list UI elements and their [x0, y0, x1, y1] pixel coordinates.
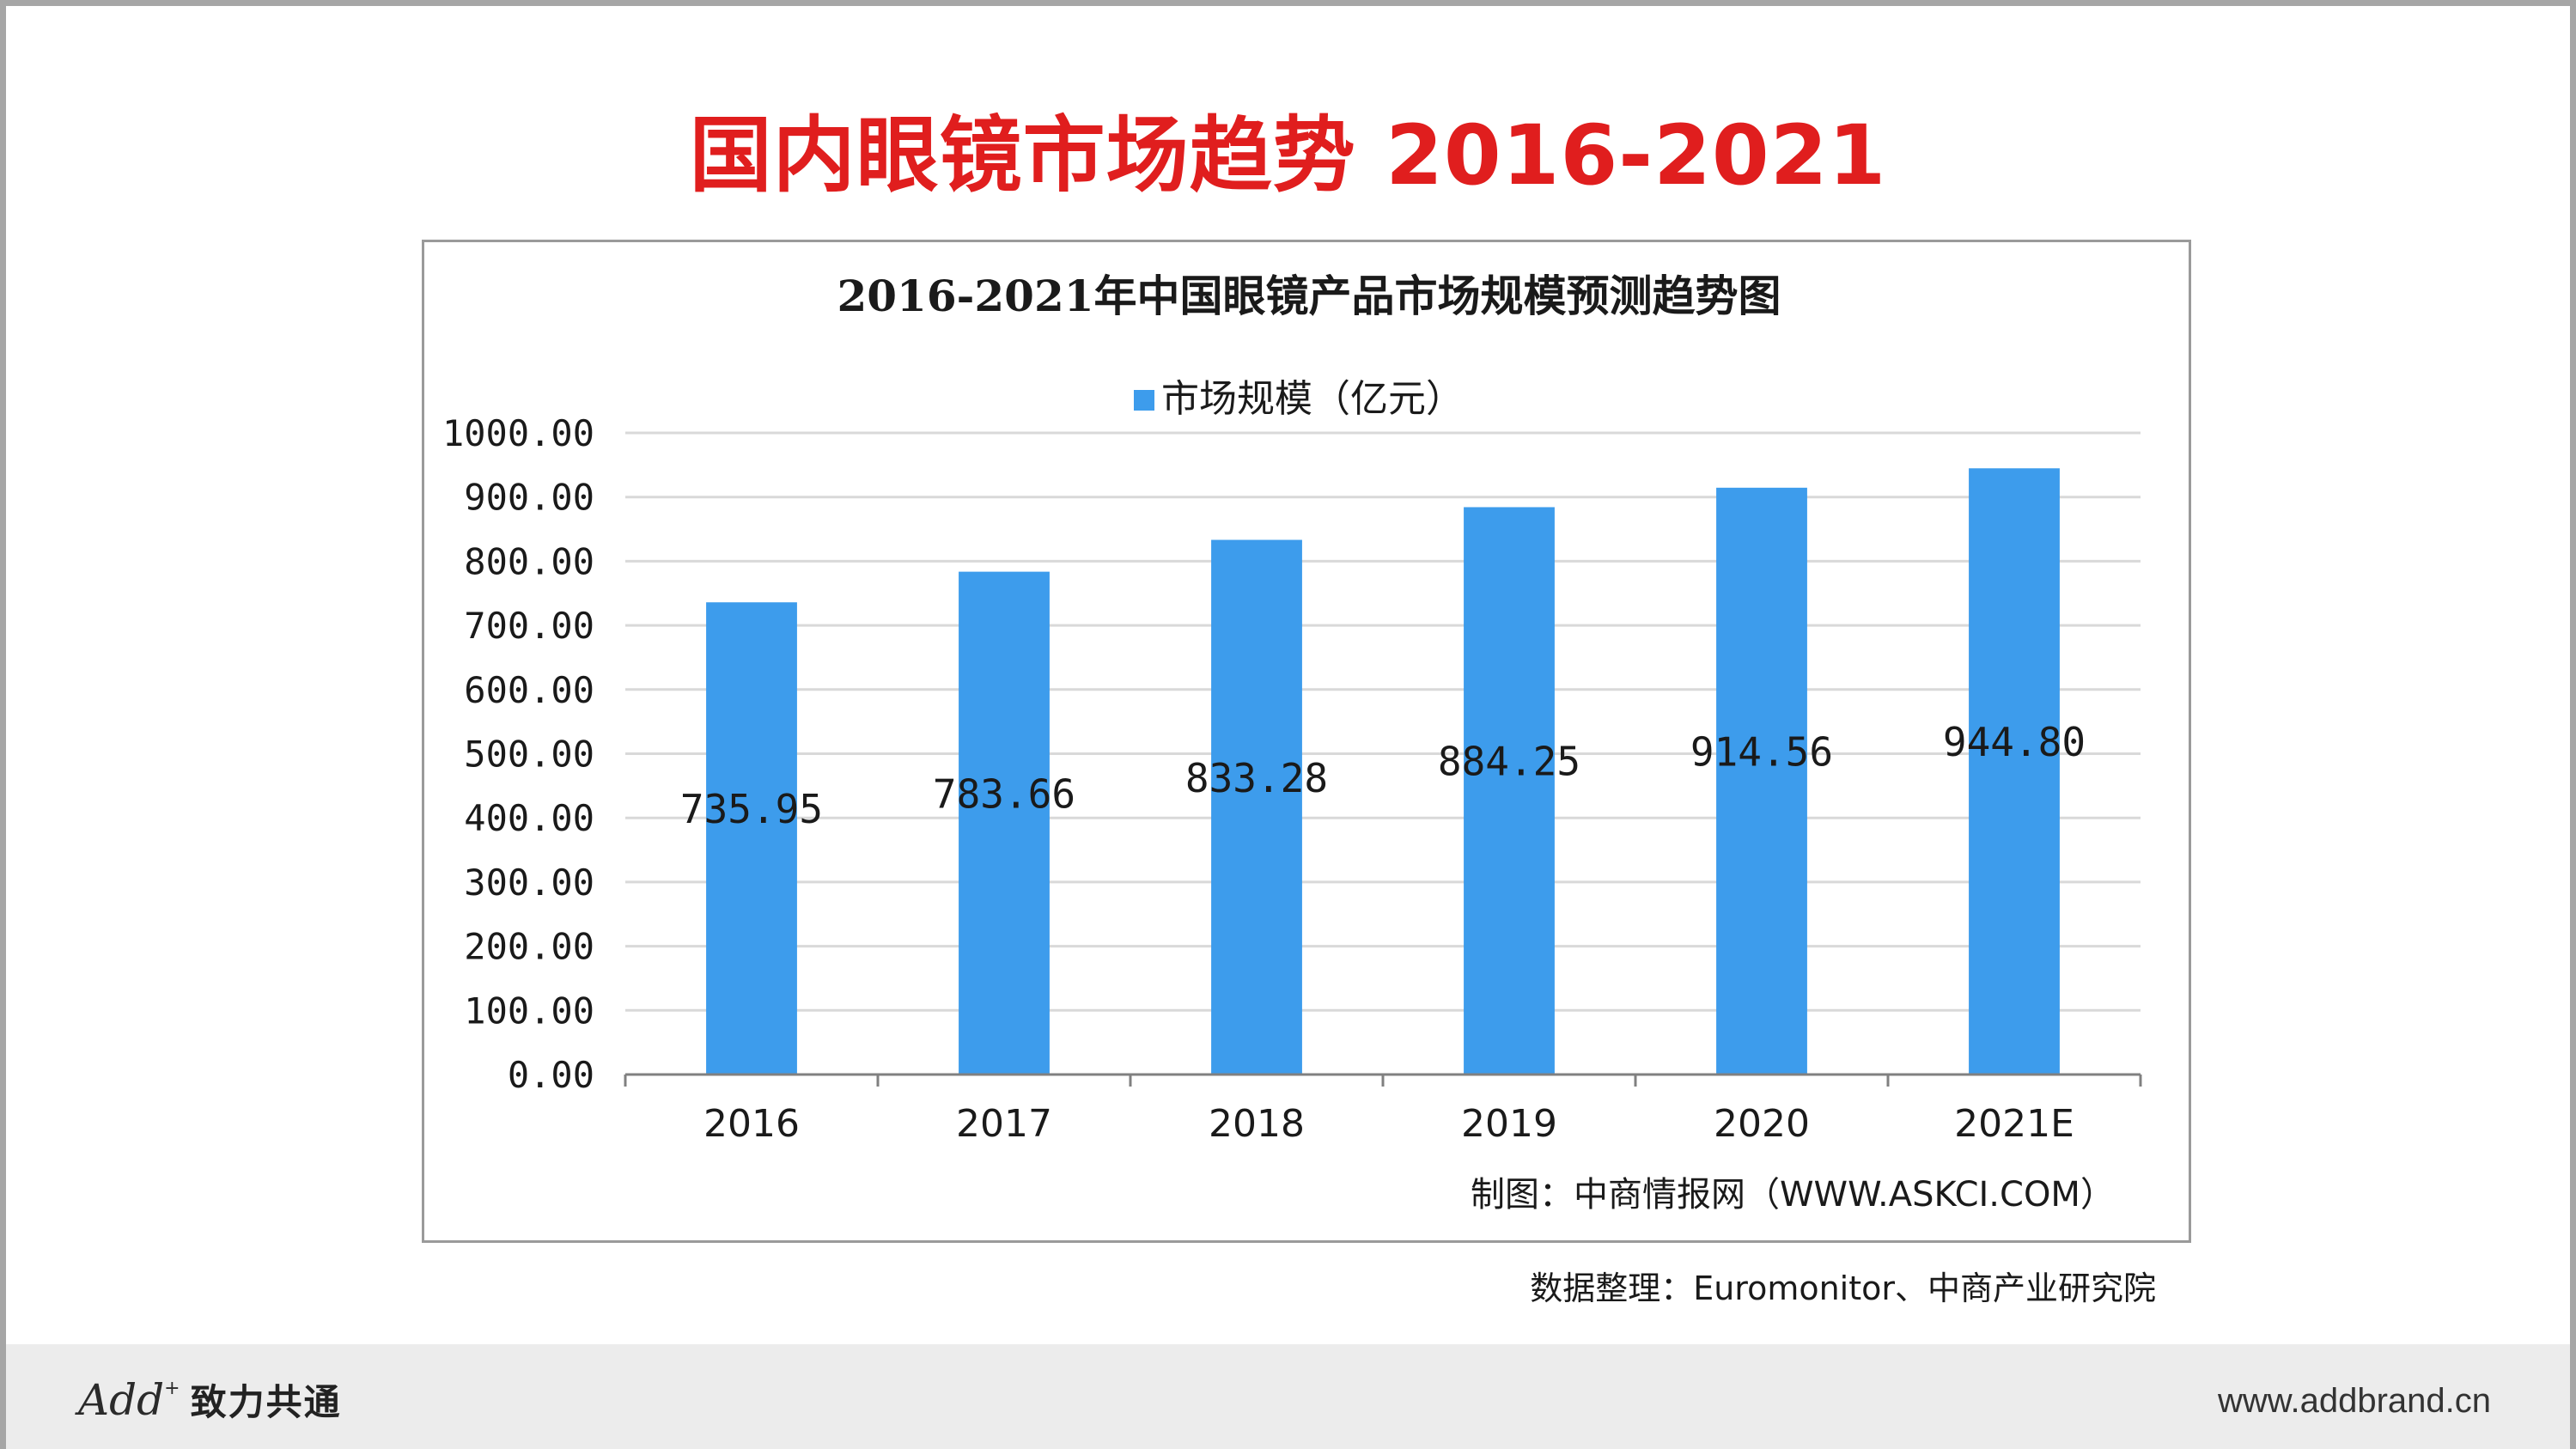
legend-swatch	[1134, 390, 1154, 411]
chart-legend: 市场规模（亿元）	[1134, 377, 1464, 421]
bars	[706, 468, 2060, 1075]
bar-2016	[706, 602, 797, 1075]
data-label: 944.80	[1943, 719, 2086, 765]
data-label: 833.28	[1185, 755, 1328, 801]
bar-chart: 2016-2021年中国眼镜产品市场规模预测趋势图 市场规模（亿元） 0.00 1…	[442, 271, 2142, 1215]
y-tick-label: 800.00	[464, 540, 594, 582]
logo-slogan: 致力共通	[190, 1381, 342, 1423]
logo-plus-mark: +	[164, 1378, 180, 1399]
page-title: 国内眼镜市场趋势 2016-2021	[689, 107, 1887, 204]
x-axis: 2016 2017 2018 2019 2020 2021E	[624, 1073, 2142, 1146]
chart-title: 2016-2021年中国眼镜产品市场规模预测趋势图	[837, 271, 1781, 321]
x-tick-label: 2018	[1209, 1102, 1305, 1146]
bar-2019	[1464, 507, 1555, 1075]
grid-lines	[625, 431, 2141, 1012]
source-note: 数据整理：Euromonitor、中商产业研究院	[1530, 1269, 2156, 1307]
y-axis: 0.00 100.00 200.00 300.00 400.00 500.00 600.00…	[442, 412, 594, 1096]
footer-bar	[6, 1344, 2570, 1449]
data-labels: 735.95 783.66 833.28 884.25 914.56 944.80	[680, 719, 2086, 832]
x-tick-label: 2016	[703, 1102, 800, 1146]
data-label: 884.25	[1438, 739, 1580, 785]
brand-logo: Add + 致力共通	[78, 1373, 342, 1425]
data-label: 783.66	[933, 770, 1075, 817]
data-label: 914.56	[1690, 728, 1833, 775]
y-tick-label: 600.00	[464, 669, 594, 711]
chart-frame: 2016-2021年中国眼镜产品市场规模预测趋势图 市场规模（亿元） 0.00 1…	[422, 240, 2191, 1243]
y-tick-label: 300.00	[464, 861, 594, 904]
bar-2021E	[1969, 468, 2060, 1075]
y-tick-label: 500.00	[464, 734, 594, 776]
y-tick-label: 0.00	[508, 1054, 594, 1096]
y-tick-label: 900.00	[464, 477, 594, 519]
footer-url[interactable]: www.addbrand.cn	[2218, 1382, 2491, 1420]
bar-2018	[1211, 539, 1302, 1075]
y-tick-label: 100.00	[464, 989, 594, 1032]
legend-label: 市场规模（亿元）	[1161, 377, 1464, 421]
x-tick-label: 2017	[956, 1102, 1052, 1146]
x-tick-label: 2021E	[1954, 1102, 2074, 1146]
y-tick-label: 1000.00	[442, 412, 594, 454]
x-tick-label: 2020	[1714, 1102, 1810, 1146]
y-tick-label: 400.00	[464, 797, 594, 839]
x-tick-label: 2019	[1461, 1102, 1557, 1146]
bar-2017	[959, 571, 1050, 1075]
logo-wordmark: Add	[78, 1375, 165, 1425]
y-tick-label: 700.00	[464, 605, 594, 647]
y-tick-label: 200.00	[464, 926, 594, 968]
chart-credit: 制图：中商情报网（WWW.ASKCI.COM）	[1471, 1175, 2115, 1215]
bar-2020	[1716, 487, 1807, 1075]
data-label: 735.95	[680, 786, 823, 832]
